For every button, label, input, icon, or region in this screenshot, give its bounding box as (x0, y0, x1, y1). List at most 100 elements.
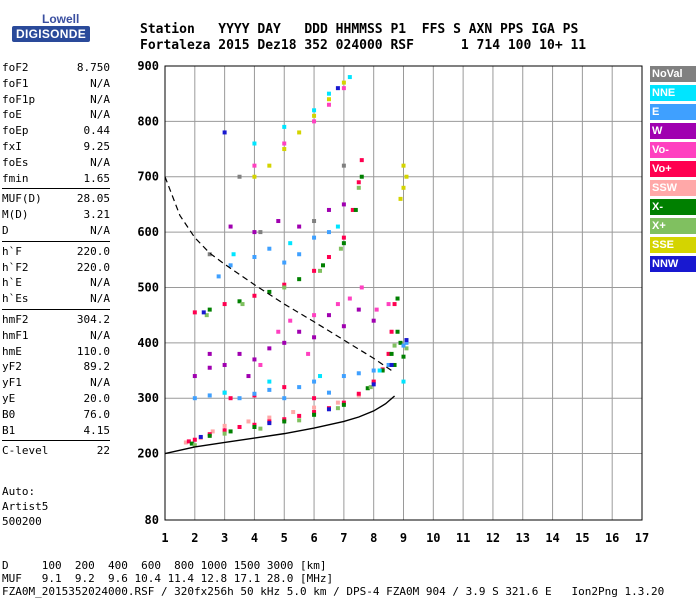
data-point-vo (192, 310, 197, 315)
data-point-x (389, 351, 394, 356)
data-point-x (207, 433, 212, 438)
polarization-legend: NoVal NNE E W Vo- Vo+ SSW X- X+ SSE NNW (650, 66, 696, 275)
legend-entry: NNE (650, 85, 696, 101)
data-point-vo (228, 396, 233, 401)
x-tick-label: 3 (221, 531, 228, 545)
station-header: Station YYYY DAY DDD HHMMSS P1 FFS S AXN… (140, 22, 586, 54)
x-tick-label: 1 (161, 531, 168, 545)
footer-info: D 100 200 400 600 800 1000 1500 3000 [km… (2, 559, 664, 598)
data-point-vo (237, 424, 242, 429)
param-key: M(D) (2, 208, 29, 222)
data-point-vo (335, 302, 340, 307)
data-point-nne (335, 224, 340, 229)
plot-frame (164, 65, 643, 521)
data-point-e (371, 368, 376, 373)
param-key: foF1p (2, 92, 36, 106)
legend-entry: E (650, 104, 696, 120)
data-point-e (267, 246, 272, 251)
param-key: B0 (2, 407, 16, 421)
data-point-x (353, 207, 358, 212)
data-point-vo (371, 379, 376, 384)
x-tick-label: 10 (426, 531, 440, 545)
param-divider (2, 186, 110, 190)
data-point-sse (341, 80, 346, 85)
data-point-e (326, 390, 331, 395)
x-tick-label: 2 (191, 531, 198, 545)
data-point-x (321, 263, 326, 268)
legend-entry: NoVal (650, 66, 696, 82)
param-key: foEs (2, 155, 29, 169)
param-row: hmF1 N/A (2, 328, 110, 344)
data-point-ssw (246, 419, 251, 424)
data-point-e (237, 396, 242, 401)
data-point-nne (222, 390, 227, 395)
param-value: 1.65 (83, 171, 111, 185)
data-point-x (338, 246, 343, 251)
data-point-x (341, 241, 346, 246)
param-key: foEp (2, 124, 29, 138)
data-point-vo (392, 302, 397, 307)
data-point-nne (347, 75, 352, 80)
data-point-x (359, 174, 364, 179)
param-row: foEs N/A (2, 155, 110, 171)
data-point-nnw (198, 434, 203, 439)
data-point-vo (386, 302, 391, 307)
x-tick-label: 11 (456, 531, 470, 545)
param-value: 0.44 (83, 124, 111, 138)
param-value: 9.25 (83, 139, 111, 153)
data-point-e (356, 371, 361, 376)
data-point-vo (359, 158, 364, 163)
param-row: foF1 N/A (2, 76, 110, 92)
param-key: yF1 (2, 376, 22, 390)
param-key: h`F (2, 244, 22, 258)
y-tick-label: 300 (137, 391, 159, 405)
data-point-x (267, 289, 272, 294)
param-row: fmin 1.65 (2, 171, 110, 187)
data-point-sse (398, 196, 403, 201)
data-point-x (368, 385, 373, 390)
param-value: N/A (90, 155, 110, 169)
data-point-ssw (183, 440, 188, 445)
footer-muf-line: MUF 9.1 9.2 9.6 10.4 11.4 12.8 17.1 28.0… (2, 572, 334, 585)
legend-entry: SSW (650, 180, 696, 196)
electron-density-profile-line (164, 395, 396, 455)
data-point-vo (341, 235, 346, 240)
x-tick-label: 8 (370, 531, 377, 545)
data-point-x (356, 185, 361, 190)
data-point-vo (276, 329, 281, 334)
data-point-sse (404, 174, 409, 179)
param-value: N/A (90, 376, 110, 390)
data-point-w (207, 365, 212, 370)
data-point-sse (297, 130, 302, 135)
data-point-nnw (222, 130, 227, 135)
data-point-vo (389, 329, 394, 334)
param-value: 76.0 (83, 407, 111, 421)
param-key: foE (2, 108, 22, 122)
logo-lowell: Lowell (42, 12, 80, 26)
data-point-nnw (201, 310, 206, 315)
x-tick-label: 16 (605, 531, 619, 545)
data-point-x (404, 346, 409, 351)
data-point-x (282, 285, 287, 290)
data-point-w (237, 351, 242, 356)
footer-distance-line: D 100 200 400 600 800 1000 1500 3000 [km… (2, 559, 327, 572)
param-row: yF2 89.2 (2, 359, 110, 375)
data-point-x (189, 441, 194, 446)
data-point-e (297, 252, 302, 257)
data-point-nne (318, 374, 323, 379)
data-point-w (326, 207, 331, 212)
ionogram-plot: 1 2 3 4 5 6 7 8 9 10 11 12 13 14 15 16 17802003004005006… (137, 59, 649, 545)
data-point-w (192, 374, 197, 379)
data-point-e (386, 362, 391, 367)
data-point-vo (359, 285, 364, 290)
data-point-sse (326, 97, 331, 102)
param-value: N/A (90, 328, 110, 342)
data-point-sse (401, 163, 406, 168)
param-value: N/A (90, 292, 110, 306)
data-point-nnw (267, 421, 272, 426)
data-point-vo (386, 351, 391, 356)
param-key: hmF1 (2, 328, 29, 342)
param-key: hmE (2, 344, 22, 358)
data-point-w (246, 374, 251, 379)
x-tick-label: 12 (486, 531, 500, 545)
